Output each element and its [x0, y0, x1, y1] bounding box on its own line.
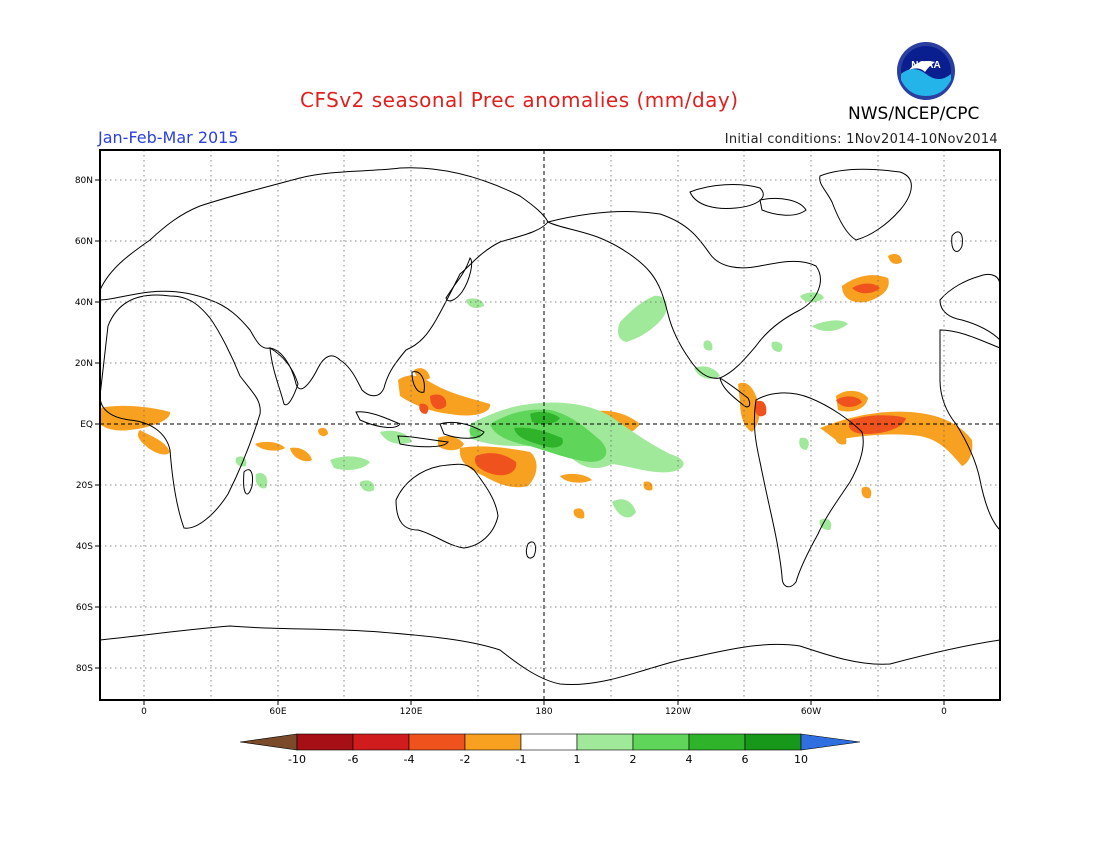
lon-label: 60W	[801, 707, 821, 717]
noaa-logo: NOAA	[897, 42, 955, 100]
lon-label: 0	[141, 707, 147, 717]
lat-label: EQ	[80, 420, 93, 430]
lat-label: 40N	[75, 298, 93, 308]
lat-label: 80N	[75, 176, 93, 186]
lon-label: 60E	[269, 707, 286, 717]
lat-label: 60N	[75, 237, 93, 247]
lon-label: 120E	[400, 707, 423, 717]
chart-title: CFSv2 seasonal Prec anomalies (mm/day)	[300, 88, 739, 112]
lat-label: 20N	[75, 359, 93, 369]
lat-label: 60S	[76, 603, 93, 613]
map-frame	[99, 149, 1001, 701]
lon-label: 0	[941, 707, 947, 717]
lon-label: 180	[535, 707, 552, 717]
lat-label: 80S	[76, 664, 93, 674]
agency-label: NWS/NCEP/CPC	[848, 104, 980, 124]
initial-conditions-label: Initial conditions: 1Nov2014-10Nov2014	[724, 132, 998, 147]
coastlines	[100, 167, 1000, 686]
graticule	[100, 150, 1000, 700]
season-label: Jan-Feb-Mar 2015	[98, 128, 239, 147]
lon-label: 120W	[665, 707, 691, 717]
lat-label: 20S	[76, 481, 93, 491]
lat-label: 40S	[76, 542, 93, 552]
svg-text:NOAA: NOAA	[911, 60, 940, 71]
